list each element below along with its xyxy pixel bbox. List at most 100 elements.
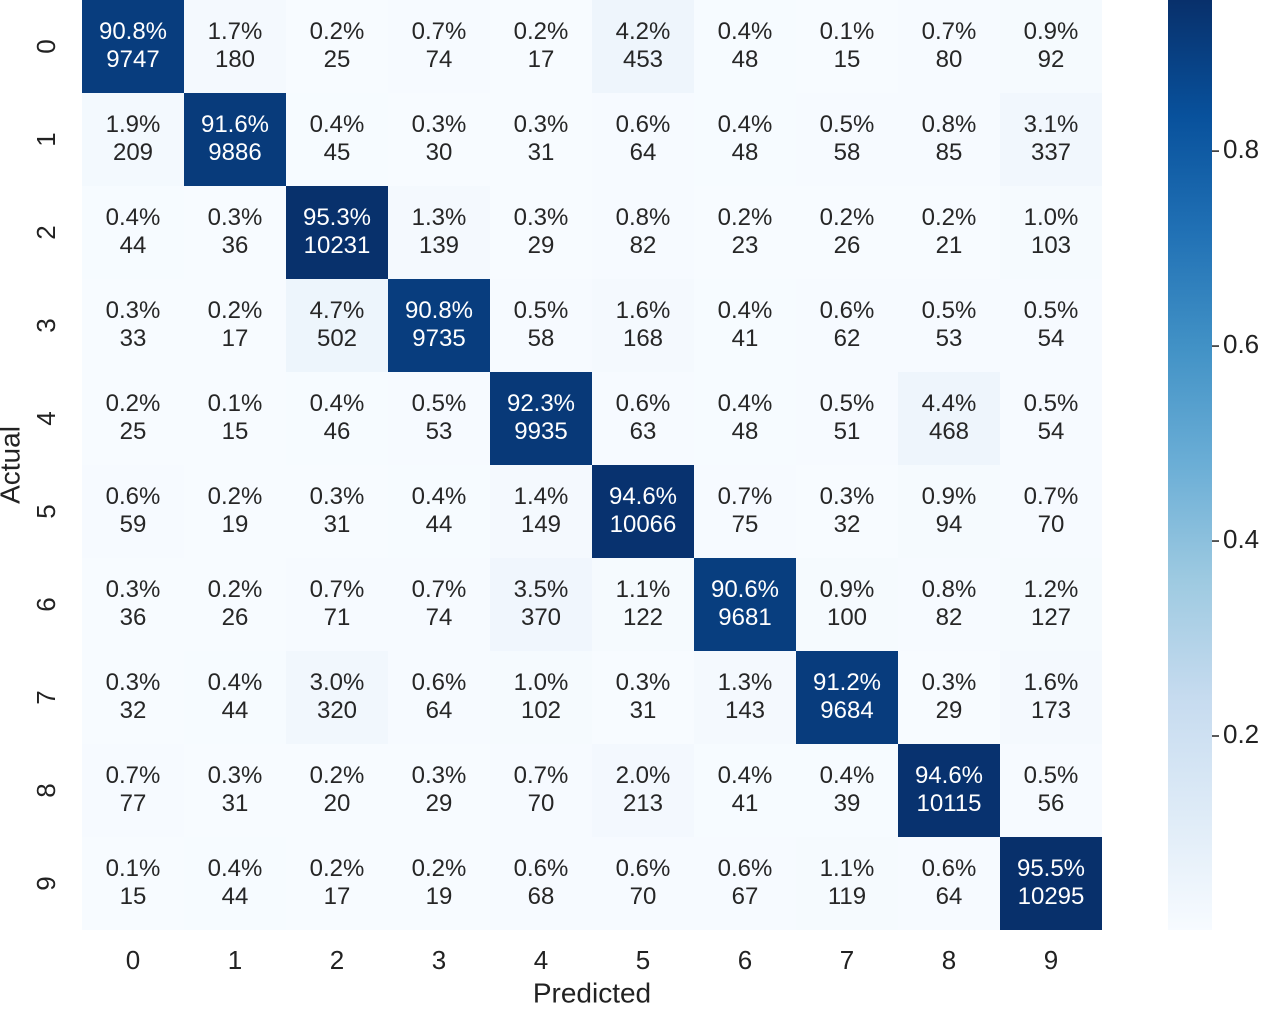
heatmap-cell — [1000, 837, 1102, 930]
cell-count-label: 31 — [528, 139, 555, 166]
cell-percent-label: 1.0% — [1024, 204, 1079, 231]
x-tick-label: 3 — [432, 945, 446, 975]
cell-count-label: 53 — [936, 325, 963, 352]
cell-percent-label: 0.4% — [106, 204, 161, 231]
heatmap-cell — [490, 558, 592, 651]
heatmap-cell — [82, 93, 184, 186]
cell-percent-label: 0.5% — [514, 297, 569, 324]
cell-percent-label: 0.5% — [1024, 297, 1079, 324]
cell-percent-label: 0.3% — [820, 483, 875, 510]
colorbar-tick-label: 0.8 — [1223, 134, 1259, 164]
heatmap-cell — [490, 837, 592, 930]
heatmap-cell — [184, 186, 286, 279]
heatmap-cell — [1000, 186, 1102, 279]
heatmap-cell — [286, 465, 388, 558]
cell-percent-label: 0.7% — [106, 762, 161, 789]
cell-percent-label: 0.7% — [718, 483, 773, 510]
cell-percent-label: 0.8% — [616, 204, 671, 231]
cell-percent-label: 0.9% — [922, 483, 977, 510]
cell-percent-label: 90.6% — [711, 576, 779, 603]
cell-percent-label: 0.1% — [106, 855, 161, 882]
cell-percent-label: 0.2% — [106, 390, 161, 417]
heatmap-cell — [898, 186, 1000, 279]
cell-percent-label: 0.2% — [208, 297, 263, 324]
cell-percent-label: 0.6% — [616, 111, 671, 138]
heatmap-cell — [490, 372, 592, 465]
heatmap-cell — [490, 465, 592, 558]
heatmap-cell — [592, 372, 694, 465]
heatmap-cell — [796, 744, 898, 837]
heatmap-cell — [184, 744, 286, 837]
cell-percent-label: 0.4% — [412, 483, 467, 510]
cell-percent-label: 1.3% — [412, 204, 467, 231]
cell-percent-label: 1.7% — [208, 18, 263, 45]
heatmap-cell — [796, 279, 898, 372]
heatmap-cell — [898, 465, 1000, 558]
cell-percent-label: 0.6% — [514, 855, 569, 882]
y-axis-label: Actual — [0, 426, 25, 504]
cell-percent-label: 0.2% — [208, 576, 263, 603]
cell-percent-label: 0.4% — [820, 762, 875, 789]
heatmap-cell — [184, 465, 286, 558]
cell-count-label: 62 — [834, 325, 861, 352]
cell-count-label: 70 — [1038, 511, 1065, 538]
cell-count-label: 92 — [1038, 46, 1065, 73]
cell-count-label: 58 — [834, 139, 861, 166]
cell-count-label: 67 — [732, 883, 759, 910]
cell-count-label: 468 — [929, 418, 969, 445]
cell-percent-label: 91.2% — [813, 669, 881, 696]
heatmap-cell — [796, 186, 898, 279]
heatmap-cell — [286, 93, 388, 186]
cell-percent-label: 0.2% — [310, 18, 365, 45]
y-tick-label: 5 — [31, 504, 61, 518]
cell-count-label: 74 — [426, 46, 453, 73]
cell-count-label: 54 — [1038, 418, 1065, 445]
heatmap-cell — [796, 837, 898, 930]
cell-count-label: 63 — [630, 418, 657, 445]
cell-count-label: 30 — [426, 139, 453, 166]
cell-percent-label: 92.3% — [507, 390, 575, 417]
cell-percent-label: 4.4% — [922, 390, 977, 417]
heatmap-cell — [388, 558, 490, 651]
heatmap-cell — [1000, 279, 1102, 372]
cell-percent-label: 95.5% — [1017, 855, 1085, 882]
cell-count-label: 75 — [732, 511, 759, 538]
y-tick-label: 7 — [31, 690, 61, 704]
cell-count-label: 10231 — [304, 232, 371, 259]
cell-count-label: 64 — [426, 697, 453, 724]
cell-percent-label: 94.6% — [915, 762, 983, 789]
cell-count-label: 100 — [827, 604, 867, 631]
heatmap-cell — [388, 186, 490, 279]
heatmap-cell — [592, 465, 694, 558]
cell-percent-label: 90.8% — [405, 297, 473, 324]
heatmap-cell — [490, 651, 592, 744]
heatmap-cell — [592, 744, 694, 837]
cell-count-label: 20 — [324, 790, 351, 817]
cell-count-label: 77 — [120, 790, 147, 817]
cell-count-label: 10066 — [610, 511, 677, 538]
cell-percent-label: 2.0% — [616, 762, 671, 789]
heatmap-cell — [898, 279, 1000, 372]
heatmap-cell — [1000, 465, 1102, 558]
y-tick-label: 9 — [31, 876, 61, 890]
cell-percent-label: 0.2% — [820, 204, 875, 231]
heatmap-cell — [694, 93, 796, 186]
cell-percent-label: 0.7% — [412, 576, 467, 603]
cell-percent-label: 0.2% — [718, 204, 773, 231]
cell-count-label: 31 — [630, 697, 657, 724]
cell-percent-label: 3.5% — [514, 576, 569, 603]
cell-percent-label: 0.2% — [514, 18, 569, 45]
cell-count-label: 80 — [936, 46, 963, 73]
cell-count-label: 64 — [936, 883, 963, 910]
cell-count-label: 143 — [725, 697, 765, 724]
heatmap-cell — [388, 465, 490, 558]
cell-count-label: 59 — [120, 511, 147, 538]
cell-percent-label: 0.3% — [922, 669, 977, 696]
cell-count-label: 48 — [732, 139, 759, 166]
heatmap-cell — [286, 651, 388, 744]
heatmap-cell — [82, 465, 184, 558]
cell-count-label: 58 — [528, 325, 555, 352]
cell-count-label: 82 — [936, 604, 963, 631]
cell-percent-label: 0.1% — [208, 390, 263, 417]
cell-percent-label: 0.4% — [208, 669, 263, 696]
